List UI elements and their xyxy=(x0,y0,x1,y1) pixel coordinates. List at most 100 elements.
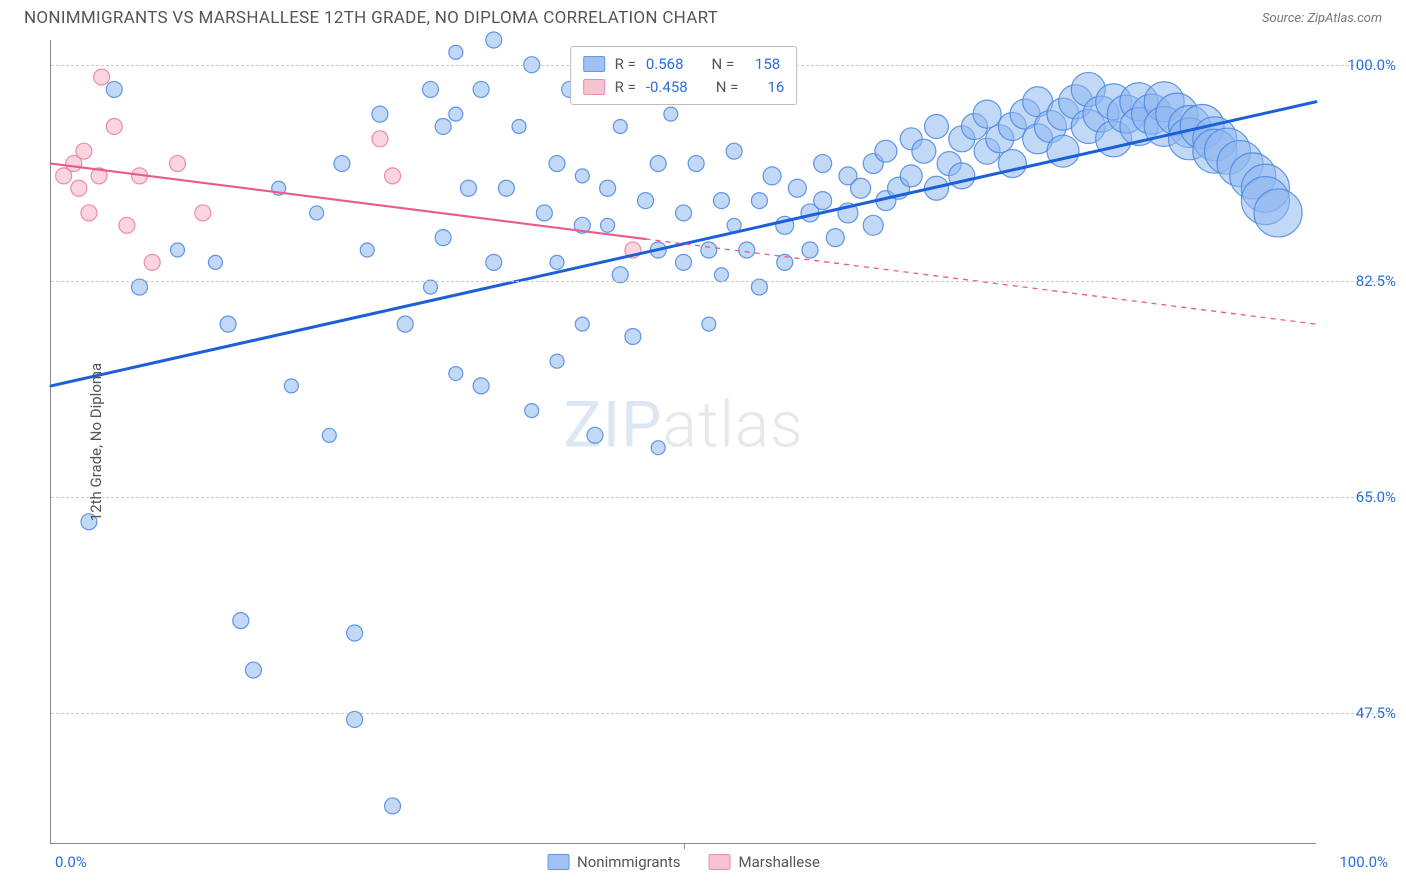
swatch-nonimmigrants-icon xyxy=(547,854,569,870)
data-point xyxy=(435,118,451,134)
data-point xyxy=(788,179,806,197)
stats-box: R = 0.568 N = 158 R = -0.458 N = 16 xyxy=(570,46,798,105)
gridline xyxy=(51,497,1394,498)
data-point xyxy=(625,328,641,344)
stats-n-label-0: N = xyxy=(712,53,735,76)
y-tick-label: 100.0% xyxy=(1326,56,1396,74)
data-point xyxy=(106,81,122,97)
data-point xyxy=(925,114,949,138)
data-point xyxy=(601,218,615,232)
gridline xyxy=(51,713,1394,714)
data-point xyxy=(613,119,627,133)
stats-r-label-1: R = xyxy=(615,76,636,99)
data-point xyxy=(473,81,489,97)
legend-item-marshallese: Marshallese xyxy=(709,853,820,871)
data-point xyxy=(814,192,832,210)
data-point xyxy=(702,317,716,331)
stats-r-value-1: -0.458 xyxy=(646,76,688,99)
y-axis-label: 12th Grade, No Diploma xyxy=(87,362,105,520)
data-point xyxy=(71,180,87,196)
x-tick-max: 100.0% xyxy=(1339,853,1388,871)
data-point xyxy=(676,254,692,270)
data-point xyxy=(587,427,603,443)
data-point xyxy=(638,193,654,209)
data-point xyxy=(498,180,514,196)
data-point xyxy=(171,243,185,257)
data-point xyxy=(814,155,832,173)
swatch-marshallese-icon xyxy=(709,854,731,870)
data-point xyxy=(144,254,160,270)
data-point xyxy=(802,242,818,258)
data-point xyxy=(76,143,92,159)
data-point xyxy=(473,378,489,394)
source-name: ZipAtlas.com xyxy=(1307,11,1382,26)
data-point xyxy=(575,317,589,331)
data-point xyxy=(310,206,324,220)
data-point xyxy=(739,242,755,258)
data-point xyxy=(486,32,502,48)
data-point xyxy=(863,215,883,235)
stats-r-label-0: R = xyxy=(615,53,636,76)
data-point xyxy=(119,217,135,233)
data-point xyxy=(751,193,767,209)
data-point xyxy=(512,119,526,133)
y-tick-label: 82.5% xyxy=(1326,272,1396,290)
data-point xyxy=(449,107,463,121)
stats-n-label-1: N = xyxy=(716,76,739,99)
data-point xyxy=(334,156,350,172)
data-point xyxy=(423,81,439,97)
data-point xyxy=(525,404,539,418)
gridline xyxy=(51,281,1394,282)
data-point xyxy=(600,180,616,196)
data-point xyxy=(449,45,463,59)
trend-line xyxy=(51,164,646,239)
data-point xyxy=(322,428,336,442)
stats-n-value-1: 16 xyxy=(748,76,784,99)
stats-row-marshallese: R = -0.458 N = 16 xyxy=(583,76,785,99)
data-point xyxy=(575,169,589,183)
x-tick-mark xyxy=(684,843,685,849)
stats-n-value-0: 158 xyxy=(744,53,780,76)
data-point xyxy=(385,168,401,184)
data-point xyxy=(372,131,388,147)
data-point xyxy=(550,354,564,368)
data-point xyxy=(550,255,564,269)
data-point xyxy=(851,178,871,198)
data-point xyxy=(106,118,122,134)
data-point xyxy=(397,316,413,332)
stats-r-value-0: 0.568 xyxy=(646,53,684,76)
data-point xyxy=(536,205,552,221)
data-point xyxy=(385,798,401,814)
y-tick-label: 65.0% xyxy=(1326,488,1396,506)
data-point xyxy=(424,280,438,294)
source-prefix: Source: xyxy=(1262,11,1307,26)
data-point xyxy=(347,625,363,641)
data-point xyxy=(701,242,717,258)
data-point xyxy=(549,156,565,172)
data-point xyxy=(826,229,844,247)
data-point xyxy=(195,205,211,221)
y-tick-label: 47.5% xyxy=(1326,704,1396,722)
legend-item-nonimmigrants: Nonimmigrants xyxy=(547,853,680,871)
data-point xyxy=(875,140,897,162)
data-point xyxy=(284,379,298,393)
data-point xyxy=(726,143,742,159)
data-point xyxy=(912,139,936,163)
data-point xyxy=(449,367,463,381)
data-point xyxy=(688,156,704,172)
trend-line xyxy=(51,102,1316,386)
data-point xyxy=(233,613,249,629)
data-point xyxy=(170,156,186,172)
correlation-chart: ZIPatlas 47.5%65.0%82.5%100.0% 12th Grad… xyxy=(50,40,1316,844)
data-point xyxy=(208,255,222,269)
data-point xyxy=(360,243,374,257)
bottom-legend: Nonimmigrants Marshallese xyxy=(547,853,820,871)
swatch-nonimmigrants xyxy=(583,56,605,72)
data-point xyxy=(713,193,729,209)
data-point xyxy=(486,254,502,270)
data-point xyxy=(460,180,476,196)
x-tick-min: 0.0% xyxy=(55,853,87,871)
stats-row-nonimmigrants: R = 0.568 N = 158 xyxy=(583,53,785,76)
page-title: NONIMMIGRANTS VS MARSHALLESE 12TH GRADE,… xyxy=(24,8,718,28)
plot-svg xyxy=(51,40,1316,843)
